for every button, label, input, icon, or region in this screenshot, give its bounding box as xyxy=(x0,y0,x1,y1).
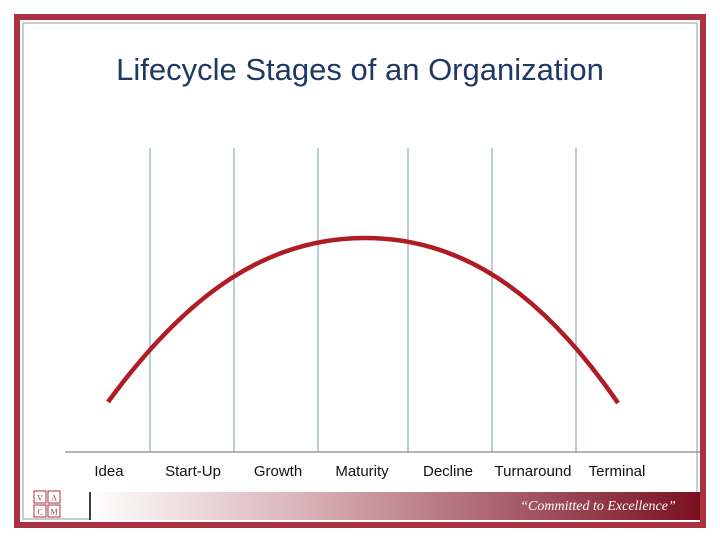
logo-letter: V xyxy=(37,494,43,503)
logo-cell xyxy=(33,504,47,518)
logo-cell xyxy=(47,504,61,518)
logo-letter: A xyxy=(51,494,57,503)
logo: V AC M xyxy=(33,490,61,518)
stage-label: Start-Up xyxy=(165,463,221,480)
logo-letter: C xyxy=(37,508,42,517)
stage-label: Maturity xyxy=(335,463,389,480)
logo-cell xyxy=(33,490,47,504)
logo-cell xyxy=(47,490,61,504)
title: Lifecycle Stages of an Organization xyxy=(116,52,604,87)
logo-letter: M xyxy=(50,508,57,517)
tagline: “Committed to Excellence” xyxy=(520,499,676,514)
stage-label: Terminal xyxy=(589,463,646,480)
stage-label: Decline xyxy=(423,463,473,480)
stage-labels: Idea Start-Up Growth Maturity Decline Turnaro… xyxy=(94,463,645,480)
stage-label: Turnaround xyxy=(495,463,572,480)
lifecycle-curve xyxy=(106,235,620,405)
stage-dividers xyxy=(149,148,577,452)
footer-bar xyxy=(90,492,700,520)
frame xyxy=(14,14,706,528)
stage-label: Growth xyxy=(254,463,302,480)
inner-frame xyxy=(22,22,698,520)
stage-label: Idea xyxy=(94,463,124,480)
